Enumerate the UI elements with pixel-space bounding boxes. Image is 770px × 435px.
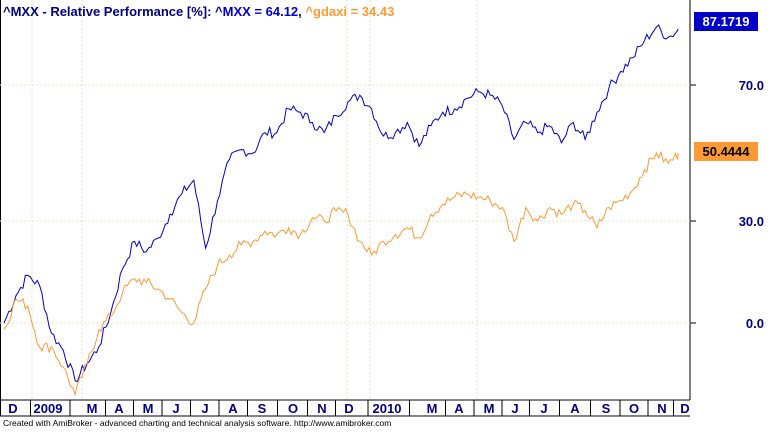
- title-series-mxx: ^MXX = 64.12: [215, 4, 298, 19]
- badge-bg: [694, 142, 758, 161]
- series-line-gdaxi: [3, 150, 679, 397]
- series-layer: [3, 24, 679, 397]
- footer-credit: Created with AmiBroker - advanced charti…: [3, 418, 391, 428]
- last-value-labels: 87.1719 50.4444: [694, 12, 758, 161]
- x-tick-label: A: [114, 401, 124, 416]
- title-prefix: ^MXX - Relative Performance [%]:: [3, 4, 215, 19]
- x-tick-label: D: [680, 401, 689, 416]
- y-axis-ticks: 0.0 30.0 70.0: [690, 78, 764, 331]
- series-line-mxx: [3, 24, 679, 383]
- x-tick-label: S: [258, 401, 267, 416]
- title-series-gdaxi: ^gdaxi = 34.43: [305, 4, 394, 19]
- x-tick-label: M: [143, 401, 154, 416]
- x-tick-label: A: [454, 401, 464, 416]
- badge-text: 50.4444: [703, 144, 751, 159]
- x-tick-label: M: [427, 401, 438, 416]
- x-tick-label: A: [228, 401, 238, 416]
- x-tick-label: N: [317, 401, 326, 416]
- x-tick-label: M: [87, 401, 98, 416]
- x-tick-label: 2009: [34, 401, 63, 416]
- x-tick-label: D: [344, 401, 353, 416]
- y-tick-label: 30.0: [739, 214, 764, 229]
- chart-title: ^MXX - Relative Performance [%]: ^MXX = …: [3, 4, 394, 19]
- x-axis-ticks: D 2009 M A M J J A S O N D 2010 M A M J J A S O N D: [8, 400, 690, 416]
- gridlines: [0, 0, 690, 400]
- x-tick-label: N: [657, 401, 666, 416]
- badge-bg: [694, 12, 758, 31]
- x-tick-label: M: [484, 401, 495, 416]
- y-tick-label: 70.0: [739, 78, 764, 93]
- title-separator: ,: [298, 4, 305, 19]
- last-value-badge-mxx: 87.1719: [694, 12, 758, 31]
- x-tick-label: J: [540, 401, 547, 416]
- x-tick-label: S: [602, 401, 611, 416]
- x-tick-label: A: [570, 401, 580, 416]
- x-tick-label: J: [172, 401, 179, 416]
- x-tick-label: O: [629, 401, 639, 416]
- x-tick-label: J: [201, 401, 208, 416]
- x-tick-label: J: [511, 401, 518, 416]
- y-tick-label: 0.0: [746, 316, 764, 331]
- last-value-badge-gdaxi: 50.4444: [694, 142, 758, 161]
- badge-text: 87.1719: [703, 14, 750, 29]
- x-tick-label: 2010: [373, 401, 402, 416]
- x-tick-label: O: [288, 401, 298, 416]
- x-tick-label: D: [8, 401, 17, 416]
